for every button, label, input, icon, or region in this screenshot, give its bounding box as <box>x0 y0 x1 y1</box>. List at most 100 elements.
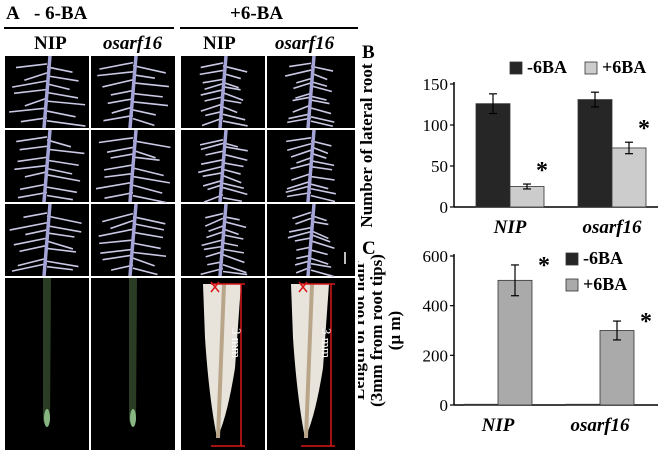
primary-root <box>218 203 228 277</box>
lateral-root <box>222 153 248 162</box>
lateral-root <box>102 212 134 223</box>
lateral-root <box>310 116 335 123</box>
legend-swatch <box>565 252 579 266</box>
lateral-root <box>200 159 224 165</box>
root-photo-2-2 <box>181 203 265 277</box>
lateral-root <box>290 162 312 170</box>
lateral-root <box>98 137 134 144</box>
col-label-osarf16-plus: osarf16 <box>275 33 335 54</box>
group-label-plus-6ba: +6-BA <box>230 3 284 24</box>
lateral-root <box>202 78 224 84</box>
lateral-root <box>222 270 248 276</box>
lateral-root <box>296 246 312 251</box>
lateral-root <box>287 143 312 152</box>
lateral-root <box>222 99 242 104</box>
lateral-root <box>24 72 48 82</box>
lateral-root <box>285 184 312 193</box>
root-tip-glow <box>130 409 136 427</box>
lateral-root <box>46 247 77 253</box>
y-tick-label: 100 <box>423 116 449 135</box>
lateral-root <box>222 162 244 168</box>
lateral-root <box>46 167 73 175</box>
bar--6BA-osarf16 <box>565 403 601 406</box>
lateral-root <box>222 197 243 203</box>
lateral-root <box>222 106 238 114</box>
lateral-root <box>100 248 134 254</box>
lateral-root <box>200 103 224 112</box>
cut-mark <box>298 281 308 293</box>
lateral-root <box>98 228 134 237</box>
lateral-root <box>132 149 156 159</box>
root-photo-2-1 <box>181 129 265 203</box>
lateral-root <box>19 183 48 191</box>
root-photo-1-2 <box>91 203 175 277</box>
lateral-root <box>310 249 328 256</box>
lateral-root <box>46 215 82 225</box>
lateral-root <box>222 65 248 73</box>
lateral-root <box>205 212 224 219</box>
root-tip-glow <box>44 409 50 427</box>
lateral-root <box>310 194 336 203</box>
lateral-root <box>222 120 248 127</box>
legend-swatch <box>565 278 579 292</box>
lateral-root <box>222 234 244 240</box>
scale-label-osarf16: 3 mm <box>319 328 334 358</box>
root-photo-2-3 <box>181 278 265 450</box>
lateral-root <box>222 81 239 89</box>
cut-mark <box>210 281 220 293</box>
bar-+6BA-osarf16 <box>611 147 647 208</box>
lateral-root <box>310 262 332 268</box>
lateral-root <box>295 92 312 99</box>
root-photo-1-3 <box>91 278 175 450</box>
y-tick-label: 200 <box>423 346 449 365</box>
lateral-root <box>310 85 333 93</box>
lateral-root <box>293 82 312 90</box>
lateral-root <box>222 182 244 190</box>
lateral-root <box>46 260 79 268</box>
lateral-root <box>106 146 134 153</box>
root-photo-1-0 <box>91 56 175 129</box>
lateral-root <box>200 62 224 69</box>
lateral-root <box>310 187 336 195</box>
lateral-root <box>24 97 48 107</box>
significance-mark: * <box>536 158 548 184</box>
lateral-root <box>222 92 244 102</box>
lateral-root <box>132 92 163 98</box>
lateral-root <box>19 145 48 151</box>
lateral-root <box>201 239 224 247</box>
lateral-root <box>222 85 241 91</box>
lateral-root <box>103 114 134 122</box>
lateral-root <box>95 181 134 190</box>
lateral-root <box>13 88 48 95</box>
lateral-root <box>132 251 167 258</box>
bar-+6BA-NIP <box>509 186 545 208</box>
lateral-root <box>198 165 224 174</box>
legend-label: -6BA <box>583 248 623 268</box>
lateral-root <box>46 83 70 91</box>
panel-b-letter: B <box>362 42 375 63</box>
lateral-root <box>288 113 312 120</box>
lateral-root <box>104 172 134 178</box>
lateral-root <box>132 73 156 79</box>
panel-a-letter: A <box>6 3 20 24</box>
lateral-root <box>296 77 312 84</box>
lateral-root <box>291 172 312 181</box>
root-stele <box>304 284 314 438</box>
lateral-root <box>296 157 312 164</box>
primary-root <box>42 203 52 277</box>
lateral-root <box>132 64 166 74</box>
lateral-root <box>132 82 169 88</box>
lateral-root <box>222 145 248 152</box>
lateral-root <box>132 156 160 161</box>
lateral-root <box>46 194 73 201</box>
lateral-root <box>310 165 333 171</box>
lateral-root <box>310 240 335 250</box>
lateral-root <box>132 215 166 225</box>
primary-root <box>42 129 52 203</box>
lateral-root <box>222 228 239 236</box>
lateral-root <box>14 164 48 171</box>
col-label-osarf16-minus: osarf16 <box>103 33 163 54</box>
primary-root <box>128 203 138 277</box>
lateral-root <box>102 254 134 261</box>
lateral-root <box>132 257 155 267</box>
